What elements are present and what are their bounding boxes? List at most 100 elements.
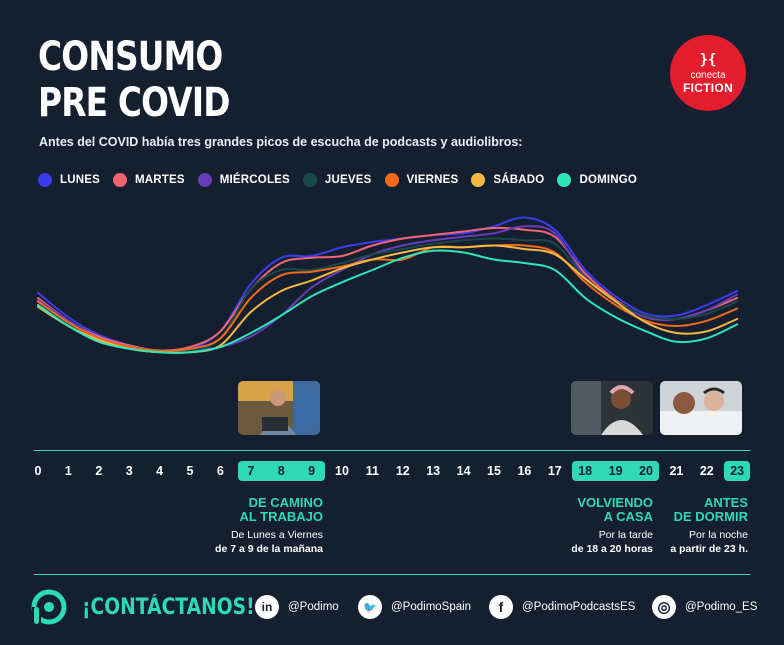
conecta-fiction-badge: }{ conecta FICTION: [670, 35, 746, 111]
social-instagram-handle: @Podimo_ES: [685, 601, 758, 613]
legend-item-3: JUEVES: [302, 173, 372, 187]
annotation-commute-sub: De Lunes a Viernes: [230, 529, 323, 541]
photo-bedtime-image: [660, 381, 742, 435]
annotation-bedtime: ANTES DE DORMIR Por la noche a partir de…: [670, 496, 748, 556]
x-tick-label-9: 9: [308, 464, 316, 478]
series-line-domingo: [37, 249, 739, 354]
x-tick-label-12: 12: [395, 464, 410, 478]
photo-commute-image: [238, 381, 320, 435]
badge-line-1: conecta: [690, 69, 726, 81]
photo-home: [571, 381, 653, 435]
hour-highlight-band-1: [572, 461, 659, 481]
legend-item-6: DOMINGO: [557, 173, 637, 187]
x-tick-label-19: 19: [608, 464, 623, 478]
annotation-home-head-2: A CASA: [603, 509, 653, 524]
series-line-viernes: [37, 243, 739, 352]
legend-label-3: JUEVES: [324, 174, 372, 186]
legend-label-1: MARTES: [134, 174, 185, 186]
x-tick-label-17: 17: [547, 464, 562, 478]
x-tick-label-0: 0: [34, 464, 42, 478]
podimo-logo-icon: [31, 589, 67, 625]
subtitle: Antes del COVID había tres grandes picos…: [39, 135, 523, 149]
x-tick-label-4: 4: [156, 464, 164, 478]
legend-item-4: VIERNES: [384, 173, 459, 187]
x-tick-label-1: 1: [64, 464, 72, 478]
annotation-home-sub: Por la tarde: [598, 529, 653, 541]
annotation-bedtime-sub: Por la noche: [689, 529, 748, 541]
footer-divider: [34, 574, 750, 575]
annotation-home: VOLVIENDO A CASA Por la tarde de 18 a 20…: [571, 496, 653, 556]
twitter-icon: 🐦: [358, 595, 382, 619]
legend-item-2: MIÉRCOLES: [197, 173, 290, 187]
x-tick-label-5: 5: [186, 464, 194, 478]
legend-dot-5: [471, 173, 486, 187]
legend-label-4: VIERNES: [406, 174, 459, 186]
legend-label-6: DOMINGO: [579, 174, 638, 186]
x-tick-label-10: 10: [335, 464, 349, 478]
hour-highlight-band-0: [237, 461, 325, 481]
x-tick-label-21: 21: [669, 464, 684, 478]
x-tick-label-16: 16: [517, 464, 532, 478]
legend-dot-0: [38, 173, 52, 187]
legend-item-1: MARTES: [112, 173, 185, 187]
series-line-sábado: [37, 244, 739, 354]
x-tick-label-23: 23: [730, 464, 745, 478]
legend-label-5: SÁBADO: [493, 174, 545, 186]
facebook-icon: f: [489, 595, 513, 619]
legend-dot-2: [197, 173, 212, 187]
legend-item-0: LUNES: [38, 173, 100, 187]
photo-bedtime: [660, 381, 742, 435]
x-tick-label-20: 20: [639, 464, 653, 478]
x-tick-label-8: 8: [277, 464, 285, 478]
annotation-bedtime-sub2: a partir de 23 h.: [670, 543, 748, 555]
instagram-icon: ◎: [652, 595, 676, 619]
hour-highlight-band-2: [724, 461, 751, 481]
photo-commute: [238, 381, 320, 435]
series-line-martes: [37, 226, 739, 352]
contact-block: ¡CONTÁCTANOS!: [30, 588, 285, 626]
series-line-lunes: [37, 216, 739, 353]
annotation-commute-sub2: de 7 a 9 de la mañana: [215, 543, 323, 555]
contact-label: ¡CONTÁCTANOS!: [82, 594, 255, 620]
annotation-bedtime-head-1: ANTES: [703, 495, 748, 510]
legend-dot-3: [302, 173, 317, 187]
x-tick-label-13: 13: [426, 464, 441, 478]
x-tick-label-18: 18: [578, 464, 593, 478]
annotation-commute-head-2: AL TRABAJO: [239, 509, 323, 524]
x-tick-label-22: 22: [699, 464, 714, 478]
line-chart: [37, 216, 739, 354]
social-facebook-handle: @PodimoPodcastsES: [522, 601, 636, 613]
social-instagram[interactable]: ◎ @Podimo_ES: [652, 595, 757, 619]
legend-label-2: MIÉRCOLES: [219, 174, 290, 186]
x-tick-label-3: 3: [125, 464, 133, 478]
social-linkedin-handle: @Podimo: [288, 601, 339, 613]
x-axis-line: [34, 450, 750, 451]
social-linkedin[interactable]: in @Podimo: [255, 595, 339, 619]
annotation-commute: DE CAMINO AL TRABAJO De Lunes a Viernes …: [215, 496, 323, 556]
x-tick-label-7: 7: [247, 464, 255, 478]
title-line-1: CONSUMO: [38, 34, 223, 80]
badge-glyph: }{: [699, 51, 717, 68]
annotation-home-head-1: VOLVIENDO: [577, 495, 653, 510]
x-tick-label-11: 11: [365, 464, 379, 478]
legend-dot-1: [112, 173, 127, 187]
annotation-bedtime-head-2: DE DORMIR: [673, 509, 748, 524]
title-line-2: PRE COVID: [38, 80, 230, 126]
page-title: CONSUMO PRE COVID: [38, 34, 272, 126]
legend-item-5: SÁBADO: [471, 173, 544, 187]
badge-line-2: FICTION: [682, 80, 734, 95]
legend-dot-4: [384, 173, 399, 187]
annotation-commute-head-1: DE CAMINO: [248, 495, 323, 510]
legend-label-0: LUNES: [60, 174, 100, 186]
social-twitter[interactable]: 🐦 @PodimoSpain: [358, 595, 471, 619]
annotation-home-sub2: de 18 a 20 horas: [571, 543, 653, 555]
linkedin-icon: in: [255, 595, 279, 619]
social-twitter-handle: @PodimoSpain: [391, 601, 472, 613]
x-tick-label-6: 6: [216, 464, 224, 478]
x-tick-label-14: 14: [456, 464, 471, 478]
photo-home-image: [571, 381, 653, 435]
x-tick-label-15: 15: [487, 464, 501, 478]
legend: LUNES MARTES MIÉRCOLES JUEVES VIERNES SÁBADO D…: [38, 173, 650, 187]
social-facebook[interactable]: f @PodimoPodcastsES: [489, 595, 635, 619]
series-line-miércoles: [37, 225, 739, 352]
